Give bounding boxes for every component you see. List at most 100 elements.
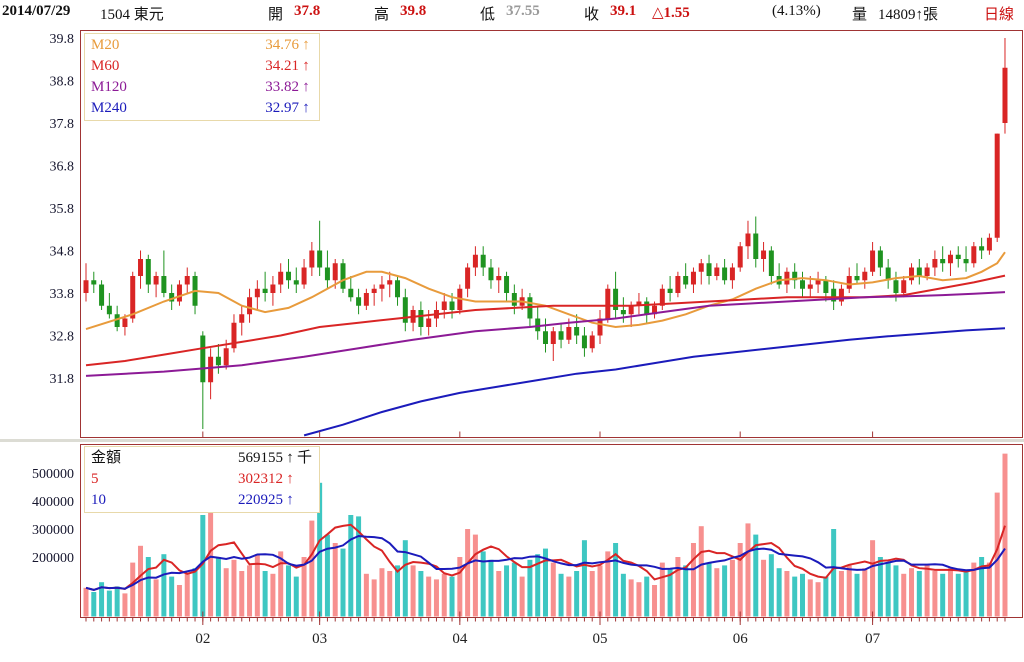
candle-body	[574, 327, 580, 336]
candle-body	[799, 280, 805, 289]
price-axis-label: 31.8	[50, 372, 75, 387]
volume-bar	[761, 559, 767, 617]
ma-legend-row-m240: M240 32.97 ↑	[91, 98, 313, 119]
candle-body	[161, 276, 167, 293]
volume-bar	[122, 593, 128, 617]
candle-body	[955, 254, 961, 259]
candle-body	[729, 267, 735, 281]
open-value: 37.8	[294, 3, 321, 19]
volume-bar	[184, 573, 190, 617]
month-axis-label: 02	[195, 631, 210, 647]
price-axis-label: 38.8	[50, 75, 75, 90]
candle-body	[698, 263, 704, 272]
candle-body	[1002, 67, 1008, 123]
volume-bar	[535, 554, 541, 617]
volume-bar	[893, 565, 899, 617]
candle-body	[597, 318, 603, 336]
change-value: △1.55	[652, 5, 690, 21]
candle-body	[940, 259, 946, 264]
candle-body	[441, 301, 447, 310]
candle-body	[223, 348, 229, 366]
volume-bar	[262, 571, 268, 617]
volume-bar	[270, 573, 276, 617]
volume-ma5-label: 5	[91, 471, 99, 487]
candle-body	[550, 331, 556, 344]
candle-body	[784, 271, 790, 285]
candle-body	[99, 284, 105, 306]
volume-bar	[885, 562, 891, 617]
volume-bar	[652, 585, 658, 617]
ma-legend-row-m20: M20 34.76 ↑	[91, 35, 313, 56]
panel-separator	[0, 439, 1024, 442]
volume-bar	[395, 565, 401, 617]
volume-bar	[387, 571, 393, 617]
volume-bar	[971, 562, 977, 617]
volume-bar	[698, 526, 704, 617]
candle-body	[846, 276, 852, 289]
month-axis-label: 03	[312, 631, 327, 647]
volume-bar	[449, 576, 455, 617]
volume-bar	[690, 543, 696, 617]
volume-bar	[519, 576, 525, 617]
ma-legend-row-m120: M120 33.82 ↑	[91, 77, 313, 98]
volume-bar	[877, 557, 883, 617]
volume-bar	[620, 573, 626, 617]
status-bar: 2014/07/29 1504 東元 開 37.8 高 39.8 低 37.55…	[0, 3, 1024, 27]
volume-bar	[418, 571, 424, 617]
volume-bar	[644, 576, 650, 617]
candle-body	[340, 263, 346, 289]
volume-bar	[838, 571, 844, 617]
volume-bar	[332, 543, 338, 617]
volume-bar	[348, 515, 354, 617]
volume-bar	[215, 557, 221, 617]
volume-bar	[83, 587, 89, 617]
volume-bar	[979, 557, 985, 617]
volume-bar	[932, 571, 938, 617]
candle-body	[122, 318, 128, 327]
candle-body	[893, 280, 899, 293]
candle-body	[737, 246, 743, 268]
volume-bar	[457, 557, 463, 617]
up-arrow-icon: ↑	[302, 37, 310, 53]
ma-legend: M20 34.76 ↑ M60 34.21 ↑ M120 33.82 ↑ M24…	[84, 33, 320, 121]
period-selector[interactable]: 日線	[984, 7, 1015, 23]
volume-bar	[815, 582, 821, 617]
volume-bar	[130, 562, 136, 617]
candle-body	[309, 250, 315, 268]
close-label: 收	[584, 7, 600, 23]
candle-body	[885, 267, 891, 281]
candle-body	[971, 246, 977, 264]
candle-body	[558, 331, 564, 340]
volume-axis-label: 500000	[32, 467, 74, 482]
candle-body	[278, 271, 284, 285]
volume-bar	[106, 590, 112, 617]
candle-body	[426, 318, 432, 327]
volume-bar	[589, 571, 595, 617]
candle-body	[854, 276, 860, 281]
volume-bar	[511, 562, 517, 617]
volume-bar	[317, 482, 323, 617]
candle-body	[356, 297, 362, 306]
price-axis-label: 33.8	[50, 287, 75, 302]
up-arrow-icon: ↑	[286, 471, 294, 487]
volume-bar	[846, 565, 852, 617]
volume-bar	[792, 576, 798, 617]
volume-bar	[371, 579, 377, 617]
volume-bar	[239, 571, 245, 617]
volume-value: 14809↑張	[878, 7, 939, 23]
volume-bar	[729, 559, 735, 617]
candle-body	[916, 267, 922, 276]
candle-body	[504, 276, 510, 293]
volume-bar	[301, 557, 307, 617]
volume-bar	[278, 551, 284, 617]
candle-body	[379, 284, 385, 289]
up-arrow-icon: ↑	[302, 79, 310, 95]
ma20-label: M20	[91, 37, 120, 53]
volume-bar	[410, 565, 416, 617]
volume-bar	[340, 548, 346, 617]
volume-bar	[566, 576, 572, 617]
ma240-value: 32.97	[265, 100, 299, 116]
price-panel-frame	[80, 30, 1023, 438]
volume-bar	[597, 565, 603, 617]
